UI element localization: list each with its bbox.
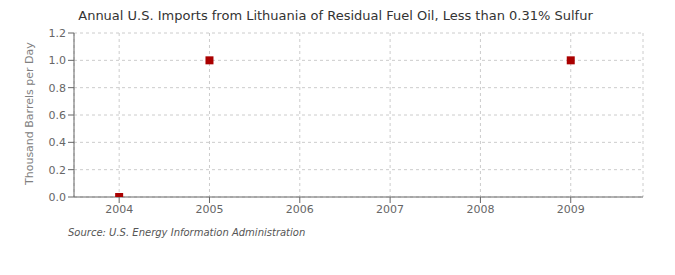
svg-text:2007: 2007 [376, 203, 404, 216]
svg-text:2005: 2005 [195, 203, 223, 216]
svg-text:2008: 2008 [466, 203, 494, 216]
html-text:Source: U.S. Energy Informatio: Source: U.S. Energy Information Administ… [68, 227, 306, 238]
html-text:Annual U.S. Imports from Lithu: Annual U.S. Imports from Lithuania of Re… [78, 8, 593, 23]
svg-text:0.2: 0.2 [49, 164, 67, 177]
svg-text:0.0: 0.0 [49, 191, 67, 204]
svg-text:0.6: 0.6 [49, 109, 67, 122]
svg-text:2009: 2009 [557, 203, 585, 216]
svg-text:2006: 2006 [286, 203, 314, 216]
svg-text:0.8: 0.8 [49, 82, 67, 95]
svg-text:1.2: 1.2 [49, 27, 67, 40]
svg-text:2004: 2004 [105, 203, 133, 216]
svg-text:1.0: 1.0 [49, 54, 67, 67]
svg-text:0.4: 0.4 [49, 136, 67, 149]
svg-text:Thousand Barrels per Day: Thousand Barrels per Day [23, 42, 36, 186]
